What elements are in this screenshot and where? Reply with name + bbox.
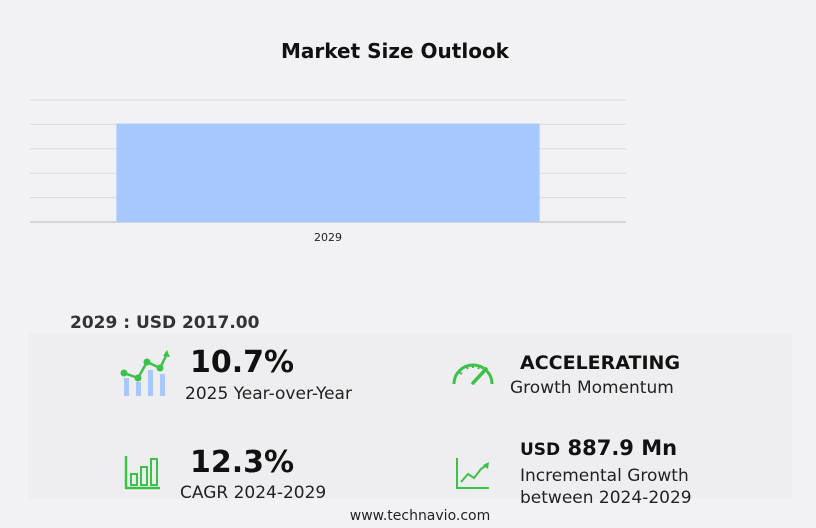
speedometer-icon bbox=[452, 363, 494, 385]
momentum-label: Growth Momentum bbox=[510, 378, 674, 398]
stats-panel bbox=[28, 333, 792, 499]
footer-site: www.technavio.com bbox=[349, 508, 491, 524]
incremental-currency: USD bbox=[520, 440, 561, 460]
yoy-label: 2025 Year-over-Year bbox=[185, 384, 352, 404]
incremental-label-1: Incremental Growth bbox=[520, 466, 689, 486]
x-tick-label: 2029 bbox=[314, 231, 342, 244]
chart-title: Market Size Outlook bbox=[281, 39, 509, 63]
incremental-label-2: between 2024-2029 bbox=[520, 488, 692, 508]
summary-label: 2029 : USD 2017.00 bbox=[70, 313, 260, 333]
bar-chart: 2029 bbox=[30, 99, 626, 244]
bar-chart-growth-icon bbox=[124, 456, 160, 490]
bar-chart-trend-icon bbox=[120, 350, 170, 396]
incremental-value-line: USD 887.9 Mn bbox=[520, 436, 677, 460]
line-chart-growth-icon bbox=[456, 458, 489, 489]
bar-2029 bbox=[116, 123, 540, 222]
cagr-label: CAGR 2024-2029 bbox=[180, 483, 327, 503]
cagr-value: 12.3% bbox=[190, 445, 295, 480]
incremental-value: 887.9 Mn bbox=[567, 436, 678, 460]
yoy-value: 10.7% bbox=[190, 345, 295, 380]
momentum-value: ACCELERATING bbox=[520, 352, 681, 374]
